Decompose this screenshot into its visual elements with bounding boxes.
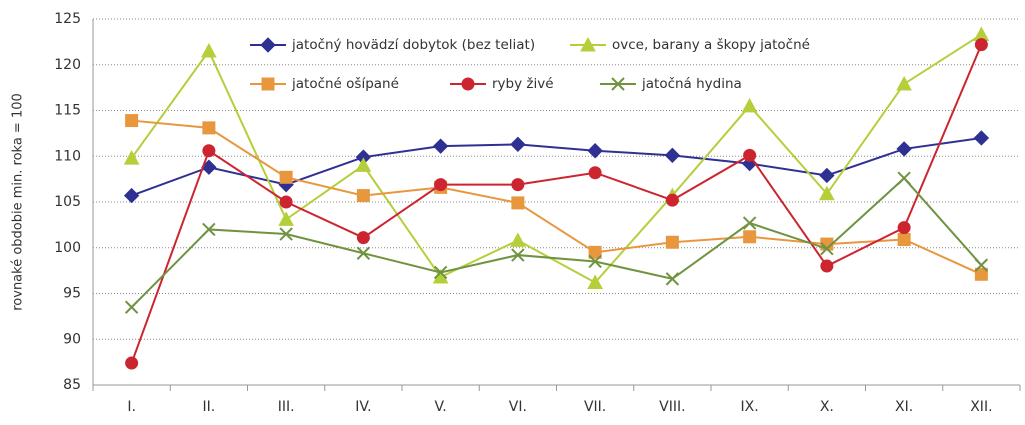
x-tick-label: II. [203,399,216,415]
point [897,221,911,235]
point [588,245,602,259]
point [461,77,475,91]
point [279,227,293,241]
point [580,36,596,52]
legend-label: jatočné ošípané [291,76,399,92]
x-tick-label: V. [435,399,447,415]
point [279,195,293,209]
y-tick-label: 85 [63,377,81,393]
point [664,147,681,164]
point [511,248,525,262]
point [125,114,139,128]
y-tick-label: 100 [54,240,81,256]
point [511,196,525,210]
point [896,141,912,157]
point [819,185,835,201]
point [123,187,140,204]
x-tick-label: X. [820,399,834,415]
series-line [130,176,983,308]
point [587,274,603,290]
point [743,148,757,162]
legend-label: jatočná hydina [641,76,742,92]
y-tick-label: 95 [63,286,81,302]
x-tick-label: VII. [584,399,606,415]
x-tick-label: VI. [509,399,527,415]
legend-label: ryby živé [492,76,554,92]
x-tick-label: XI. [895,399,913,415]
x-tick-label: III. [278,399,295,415]
y-axis-label: rovnaké obdobie min. roka = 100 [11,93,26,311]
point [433,265,448,280]
point [356,231,370,245]
point [355,157,372,172]
y-tick-label: 120 [54,57,81,73]
x-tick-label: XII. [970,399,992,415]
y-tick-label: 115 [54,103,81,119]
y-tick-label: 110 [54,148,81,164]
point [741,97,758,113]
point [611,77,625,91]
point [125,356,139,370]
point [510,136,526,153]
point [432,138,449,154]
x-tick-label: I. [127,399,136,415]
point [742,216,757,230]
point [356,246,371,260]
point [124,300,139,314]
point [356,189,370,203]
point [260,37,276,53]
point [820,259,834,273]
point [974,38,988,52]
point [279,170,293,184]
y-tick-label: 105 [54,194,81,210]
point [511,178,525,192]
point [278,211,294,226]
point [897,233,911,247]
point [434,178,448,192]
point [665,272,680,286]
point [123,150,140,165]
point [665,235,679,249]
y-tick-label: 125 [54,11,81,27]
series-line [131,136,982,197]
series-line [130,33,982,284]
point [819,167,835,184]
point [261,77,275,91]
legend-label: ovce, barany a škopy jatočné [612,37,810,53]
series-line [130,44,983,364]
point [587,143,603,159]
point [743,230,757,244]
point [820,241,834,256]
y-tick-label: 90 [63,331,81,347]
point [201,42,217,58]
point [665,193,679,207]
point [974,258,989,272]
point [588,166,602,180]
point [974,267,988,281]
series-line [131,119,982,276]
point [202,144,216,158]
x-tick-label: IV. [355,399,371,415]
x-tick-label: IX. [741,399,759,415]
point [588,254,602,269]
point [896,75,912,91]
point [202,121,216,135]
legend-label: jatočný hovädzí dobytok (bez teliat) [291,37,535,53]
x-tick-label: VIII. [659,399,685,415]
point [510,232,526,247]
point [973,130,990,146]
point [897,171,911,185]
point [202,222,216,237]
